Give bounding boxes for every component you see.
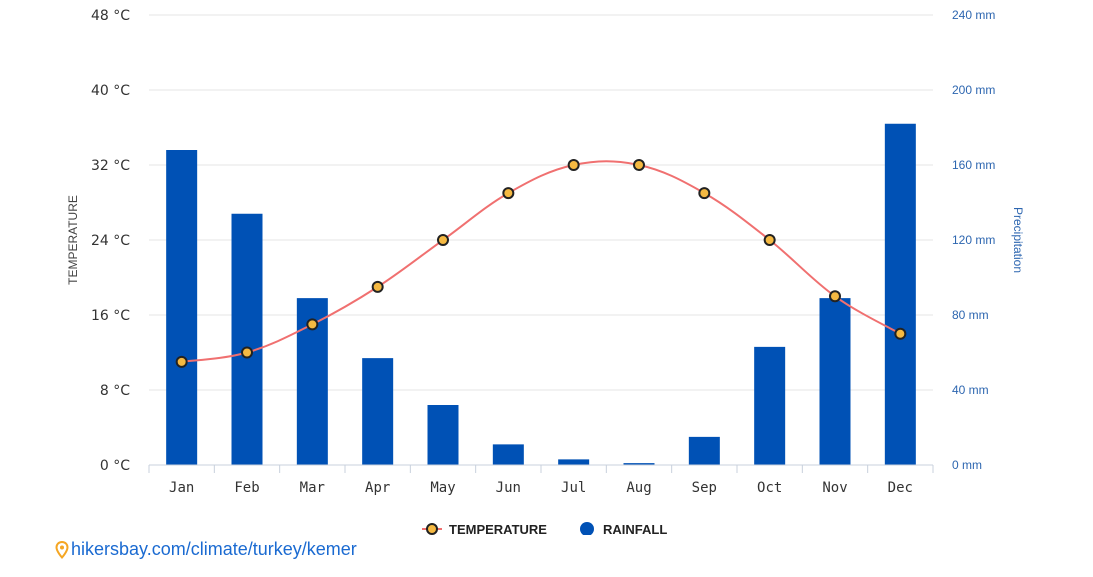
temperature-point-feb[interactable] [241,346,253,359]
left-tick-label: 16 °C [91,308,130,324]
right-axis-ticks: 0 mm 40 mm 80 mm 120 mm 160 mm 200 mm 240 mm [952,8,995,472]
rainfall-bars [166,123,916,465]
temperature-point-jul[interactable] [567,159,580,171]
temperature-point-oct[interactable] [763,234,776,246]
left-tick-label: 40 °C [91,83,130,99]
rainfall-bar-may[interactable] [427,405,459,465]
rainfall-bar-dec[interactable] [884,123,916,465]
x-tick-label: Dec [888,480,913,496]
x-tick-label: Feb [234,480,259,496]
x-tick-label: Sep [692,480,717,496]
grid-lines [149,14,933,391]
left-axis-title: TEMPERATURE [66,195,80,285]
right-tick-label: 240 mm [952,8,995,22]
right-tick-label: 160 mm [952,158,995,172]
temperature-point-apr[interactable] [371,280,384,293]
rainfall-bar-jan[interactable] [166,150,198,465]
temperature-points [175,159,907,368]
right-tick-label: 120 mm [952,233,995,247]
rainfall-bar-jun[interactable] [492,444,524,465]
temperature-point-sep[interactable] [698,187,711,200]
x-tick-label: Aug [626,480,651,496]
x-tick-label: Apr [365,480,390,496]
temperature-line [181,160,901,363]
source-link-text: hikersbay.com/climate/turkey/kemer [71,539,357,559]
x-axis-ticks: Jan Feb Mar Apr May Jun Jul Aug Sep Oct Nov Dec [148,465,934,496]
rainfall-bar-apr[interactable] [362,358,394,465]
left-tick-label: 48 °C [91,8,130,24]
temperature-point-may[interactable] [437,234,449,246]
temperature-point-mar[interactable] [306,318,319,331]
rainfall-bar-sep[interactable] [688,436,720,465]
legend-temperature-marker-icon [426,523,438,535]
x-tick-label: May [430,480,455,496]
legend[interactable]: TEMPERATURE RAINFALL [422,522,667,535]
x-tick-label: Oct [757,480,782,496]
legend-temperature-label: TEMPERATURE [449,522,547,535]
right-tick-label: 40 mm [952,383,989,397]
left-tick-label: 8 °C [100,383,130,399]
rainfall-bar-aug[interactable] [623,463,655,465]
rainfall-bar-oct[interactable] [754,346,786,465]
rainfall-bar-feb[interactable] [231,213,263,465]
temperature-point-aug[interactable] [633,159,645,171]
temperature-point-nov[interactable] [829,290,841,303]
right-tick-label: 80 mm [952,308,989,322]
left-tick-label: 24 °C [91,233,130,249]
x-tick-label: Nov [822,480,847,496]
rainfall-bar-jul[interactable] [558,459,590,465]
temperature-point-dec[interactable] [894,327,907,340]
right-tick-label: 200 mm [952,83,995,97]
right-axis-title: Precipitation [1011,207,1025,273]
legend-rainfall-marker-icon [580,522,594,535]
left-axis-ticks: 0 °C 8 °C 16 °C 24 °C 32 °C 40 °C 48 °C [91,8,130,474]
temperature-point-jun[interactable] [502,187,515,200]
temperature-point-jan[interactable] [175,355,188,368]
rainfall-bar-nov[interactable] [819,298,851,465]
x-tick-label: Jun [496,480,521,496]
left-tick-label: 0 °C [100,458,130,474]
legend-item-temperature[interactable]: TEMPERATURE [422,522,547,535]
legend-item-rainfall[interactable]: RAINFALL [580,522,667,535]
x-tick-label: Jul [561,480,586,496]
right-tick-label: 0 mm [952,458,982,472]
legend-rainfall-label: RAINFALL [603,522,667,535]
x-tick-label: Mar [300,480,325,496]
x-tick-label: Jan [169,480,194,496]
source-link[interactable]: hikersbay.com/climate/turkey/kemer [55,539,357,560]
map-pin-icon [55,540,69,559]
climate-chart: 0 °C 8 °C 16 °C 24 °C 32 °C 40 °C 48 °C 0 mm 40… [66,8,1025,535]
left-tick-label: 32 °C [91,158,130,174]
